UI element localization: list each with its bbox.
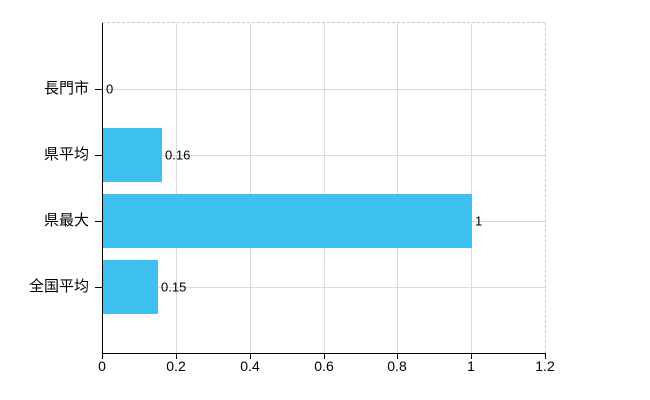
category-label: 県平均 <box>43 146 89 163</box>
plot-border-top <box>102 22 545 23</box>
x-tick-label: 1.2 <box>535 358 555 374</box>
x-tick <box>250 354 251 359</box>
y-axis-line <box>102 23 103 354</box>
y-tick <box>95 155 102 156</box>
x-tick <box>324 354 325 359</box>
h-gridline <box>102 287 545 288</box>
category-label: 県最大 <box>43 212 89 229</box>
x-tick-label: 0.2 <box>166 358 186 374</box>
v-gridline <box>471 23 472 353</box>
value-label: 0.15 <box>161 279 187 295</box>
v-gridline <box>324 23 325 353</box>
h-gridline <box>102 155 545 156</box>
x-tick <box>545 354 546 359</box>
x-axis-line <box>102 353 546 354</box>
x-tick <box>176 354 177 359</box>
v-gridline <box>250 23 251 353</box>
x-tick-label: 0.6 <box>314 358 334 374</box>
value-label: 0 <box>106 81 114 97</box>
bar <box>103 128 162 182</box>
plot-border-right <box>545 23 546 353</box>
value-label: 0.16 <box>165 147 191 163</box>
x-tick-label: 1 <box>467 358 475 374</box>
v-gridline <box>397 23 398 353</box>
x-tick-label: 0.8 <box>387 358 407 374</box>
category-label: 全国平均 <box>28 278 89 295</box>
h-gridline <box>102 89 545 90</box>
v-gridline <box>176 23 177 353</box>
x-tick <box>102 354 103 359</box>
y-tick <box>95 89 102 90</box>
bar <box>103 260 158 314</box>
category-label: 長門市 <box>43 80 89 97</box>
x-tick <box>471 354 472 359</box>
value-label: 1 <box>475 213 483 229</box>
bar <box>103 194 472 248</box>
x-tick-label: 0 <box>98 358 106 374</box>
x-tick <box>397 354 398 359</box>
y-tick <box>95 221 102 222</box>
x-tick-label: 0.4 <box>240 358 260 374</box>
y-tick <box>95 287 102 288</box>
